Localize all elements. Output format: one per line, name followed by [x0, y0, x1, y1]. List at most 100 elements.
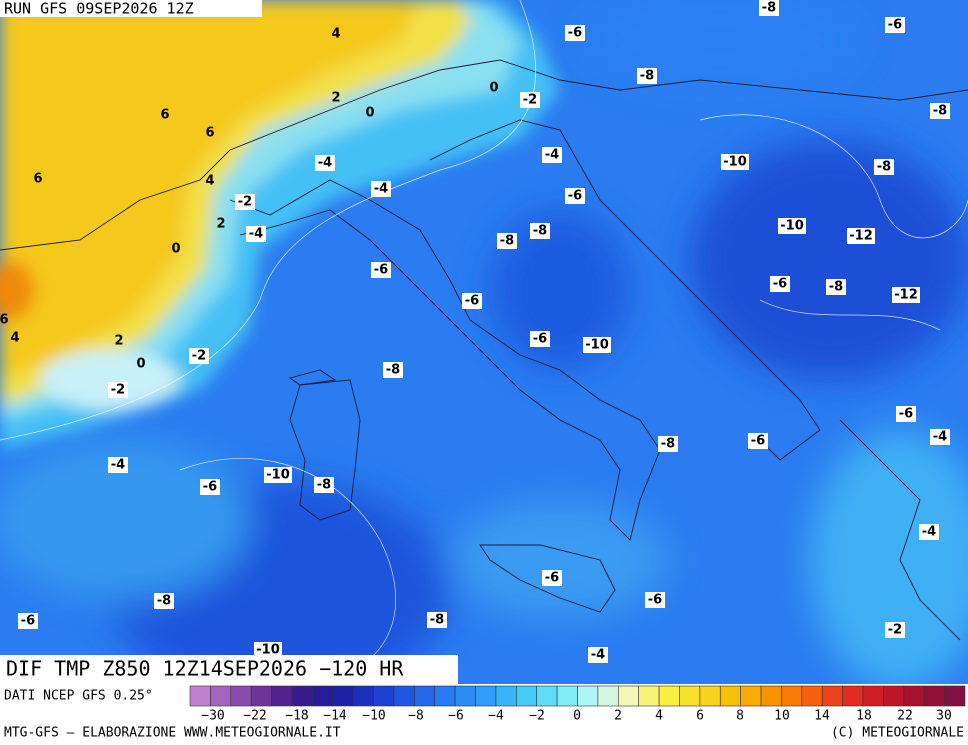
colorbar-label: 2	[614, 709, 622, 724]
label-box	[235, 194, 255, 210]
contour-label: -6	[203, 480, 217, 495]
contour-label: -10	[256, 643, 280, 658]
coastlines	[0, 59, 968, 641]
color-swatch	[638, 685, 660, 707]
label-box	[583, 337, 611, 353]
label-box	[637, 68, 657, 84]
contour-label: -8	[317, 478, 331, 493]
contour-label: -6	[751, 434, 765, 449]
map-field	[0, 0, 968, 684]
label-box	[645, 592, 665, 608]
contour-label: 6	[160, 108, 169, 123]
color-swatch	[821, 685, 843, 707]
contour-label: -8	[533, 224, 547, 239]
colorbar-label: 10	[774, 709, 790, 724]
colorbar-label: −18	[285, 709, 308, 724]
contour-label: -6	[21, 614, 35, 629]
color-swatch	[556, 685, 578, 707]
label-box	[18, 613, 38, 629]
contour-label: 6	[205, 126, 214, 141]
contour-label: -2	[238, 195, 252, 210]
colorbar-label: 0	[573, 709, 581, 724]
colorbar-label: −8	[408, 709, 424, 724]
label-box	[520, 92, 540, 108]
color-swatch	[842, 685, 864, 707]
color-swatch	[312, 685, 334, 707]
color-swatch	[271, 685, 293, 707]
contour-label: -6	[888, 18, 902, 33]
contour-label: 2	[114, 334, 123, 349]
color-swatch	[679, 685, 701, 707]
label-box	[542, 570, 562, 586]
label-box	[200, 479, 220, 495]
label-box	[919, 524, 939, 540]
color-swatch	[434, 685, 456, 707]
label-box	[759, 0, 779, 16]
label-box	[847, 228, 875, 244]
data-source: DATI NCEP GFS 0.25°	[4, 689, 153, 704]
colorbar-label: 30	[936, 709, 952, 724]
color-swatch	[719, 685, 741, 707]
color-swatch	[577, 685, 599, 707]
color-swatch	[332, 685, 354, 707]
colorbar-label: 22	[897, 709, 913, 724]
color-swatch	[617, 685, 639, 707]
contour-label: -6	[899, 407, 913, 422]
label-box	[530, 331, 550, 347]
label-box	[588, 647, 608, 663]
contour-label: -8	[157, 594, 171, 609]
label-box	[874, 159, 894, 175]
contour-label: -10	[585, 338, 609, 353]
title-box	[0, 655, 458, 684]
colorbar-label: 14	[814, 709, 830, 724]
contour-label: -6	[545, 571, 559, 586]
colorbar: −30 −22 −18 −14 −10 −8 −6 −4 −2 0 2 4 6 8 10 14 18 22 30	[189, 685, 966, 724]
color-swatch	[516, 685, 538, 707]
label-box	[154, 593, 174, 609]
contour-label: -8	[829, 280, 843, 295]
contour-label: -10	[266, 468, 290, 483]
contour-label: -6	[773, 277, 787, 292]
contour-label: -6	[568, 189, 582, 204]
contour-label: 4	[205, 174, 214, 189]
contour-label: -4	[374, 182, 388, 197]
colorbar-label: −30	[201, 709, 224, 724]
credit-left: MTG-GFS — ELABORAZIONE WWW.METEOGIORNALE…	[4, 726, 341, 741]
label-box	[930, 429, 950, 445]
label-box	[770, 276, 790, 292]
label-box	[315, 155, 335, 171]
label-box	[778, 218, 806, 234]
color-swatch	[658, 685, 680, 707]
contour-label: -4	[545, 148, 559, 163]
contour-label: -4	[249, 227, 263, 242]
label-box	[108, 382, 128, 398]
colorbar-label: 4	[655, 709, 663, 724]
label-box	[108, 457, 128, 473]
contour-label: 0	[365, 106, 374, 121]
colorbar-label: 6	[696, 709, 704, 724]
map-title: DIF TMP Z850 12Z14SEP2026 −120 HR	[6, 657, 404, 681]
color-swatch	[373, 685, 395, 707]
colorbar-label: −10	[362, 709, 385, 724]
colorbar-label: 18	[856, 709, 872, 724]
label-box	[930, 103, 950, 119]
color-swatch	[862, 685, 884, 707]
label-box	[497, 233, 517, 249]
contour-label: -8	[762, 1, 776, 16]
credit-right: (C) METEOGIORNALE	[831, 726, 964, 741]
color-swatch	[414, 685, 436, 707]
label-box	[721, 154, 749, 170]
color-swatch	[903, 685, 925, 707]
contour-label: -8	[430, 613, 444, 628]
label-box	[371, 262, 391, 278]
contour-label: 0	[136, 357, 145, 372]
label-box	[189, 348, 209, 364]
label-box	[892, 287, 920, 303]
color-swatch	[291, 685, 313, 707]
color-swatch	[393, 685, 415, 707]
label-box	[885, 17, 905, 33]
label-box	[427, 612, 447, 628]
label-box	[565, 188, 585, 204]
contour-label: -12	[894, 288, 918, 303]
colorbar-label: 8	[736, 709, 744, 724]
